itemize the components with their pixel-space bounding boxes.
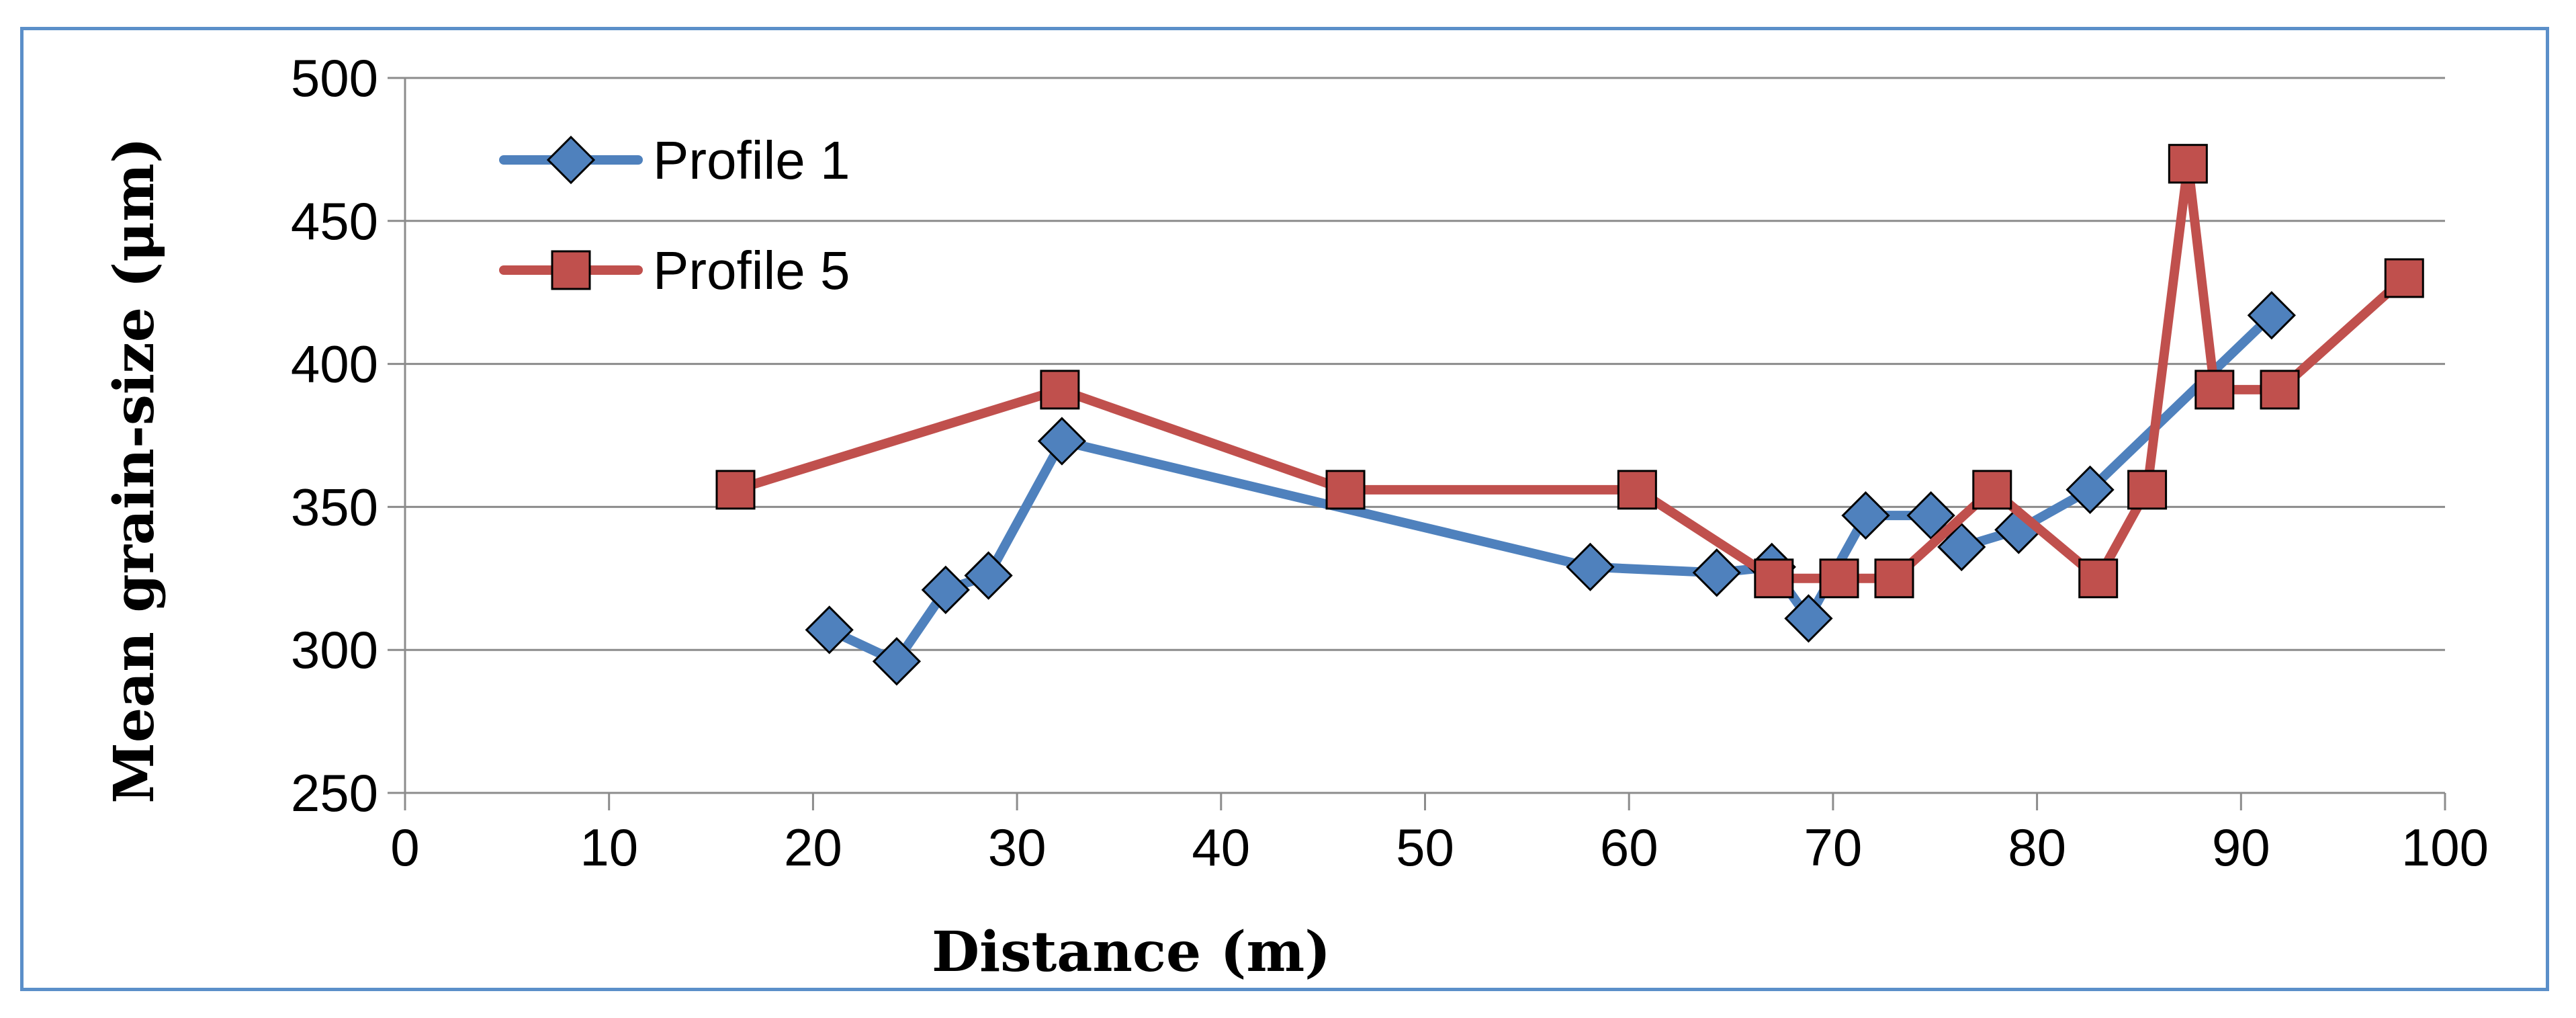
data-point <box>1037 417 1087 466</box>
data-point <box>1841 491 1890 540</box>
tick-labels: 250 300 350 400 450 500 0 10 20 30 40 50 60 70 80 90 100 <box>291 48 2489 877</box>
x-tick-label: 0 <box>390 818 419 877</box>
data-point <box>2127 470 2168 510</box>
x-tick-label: 70 <box>1804 818 1863 877</box>
data-point <box>1040 370 1080 410</box>
y-tick-label: 250 <box>291 763 378 822</box>
y-tick-label: 500 <box>291 48 378 108</box>
data-point <box>2078 558 2119 599</box>
data-point <box>1784 594 1833 643</box>
y-tick-label: 450 <box>291 192 378 251</box>
data-point <box>1819 558 1859 599</box>
data-point <box>1937 522 1986 572</box>
legend-label: Profile 5 <box>653 241 850 300</box>
y-axis-title: Mean grain-size (μm) <box>102 137 167 804</box>
x-tick-label: 30 <box>988 818 1047 877</box>
data-point <box>715 470 756 510</box>
data-point <box>1692 548 1741 597</box>
legend-label: Profile 1 <box>653 130 850 190</box>
data-point <box>1566 542 1615 591</box>
legend-item: Profile 5 <box>499 241 850 300</box>
legend: Profile 1 Profile 5 <box>499 130 850 300</box>
data-point <box>2260 370 2300 410</box>
x-tick-label: 100 <box>2401 818 2489 877</box>
data-point <box>2066 465 2115 514</box>
data-point <box>2384 258 2424 298</box>
data-point <box>1972 470 2012 510</box>
y-tick-label: 350 <box>291 477 378 536</box>
x-tick-label: 60 <box>1600 818 1658 877</box>
series-layer <box>715 144 2424 686</box>
data-point <box>1325 470 1366 510</box>
data-point <box>2168 144 2208 184</box>
y-tick-label: 300 <box>291 620 378 679</box>
data-point <box>921 565 970 614</box>
y-tick-label: 400 <box>291 335 378 394</box>
data-point <box>1874 558 1914 599</box>
series-line <box>730 159 2409 583</box>
data-point <box>964 551 1013 600</box>
data-point <box>2194 370 2235 410</box>
axes <box>388 77 2446 810</box>
legend-marker <box>551 250 591 290</box>
x-tick-label: 40 <box>1192 818 1250 877</box>
x-tick-label: 80 <box>2008 818 2066 877</box>
data-point <box>2247 291 2296 340</box>
x-tick-label: 90 <box>2212 818 2270 877</box>
data-point <box>1754 558 1794 599</box>
data-point <box>1906 491 1955 540</box>
series-profile-5 <box>715 144 2424 599</box>
x-axis-title: Distance (m) <box>932 920 1331 984</box>
data-point <box>872 637 922 686</box>
legend-item: Profile 1 <box>499 130 850 190</box>
x-tick-label: 20 <box>784 818 842 877</box>
data-point <box>1617 470 1657 510</box>
x-tick-label: 50 <box>1396 818 1454 877</box>
data-point <box>805 605 854 654</box>
x-tick-label: 10 <box>580 818 638 877</box>
legend-marker <box>546 135 596 185</box>
